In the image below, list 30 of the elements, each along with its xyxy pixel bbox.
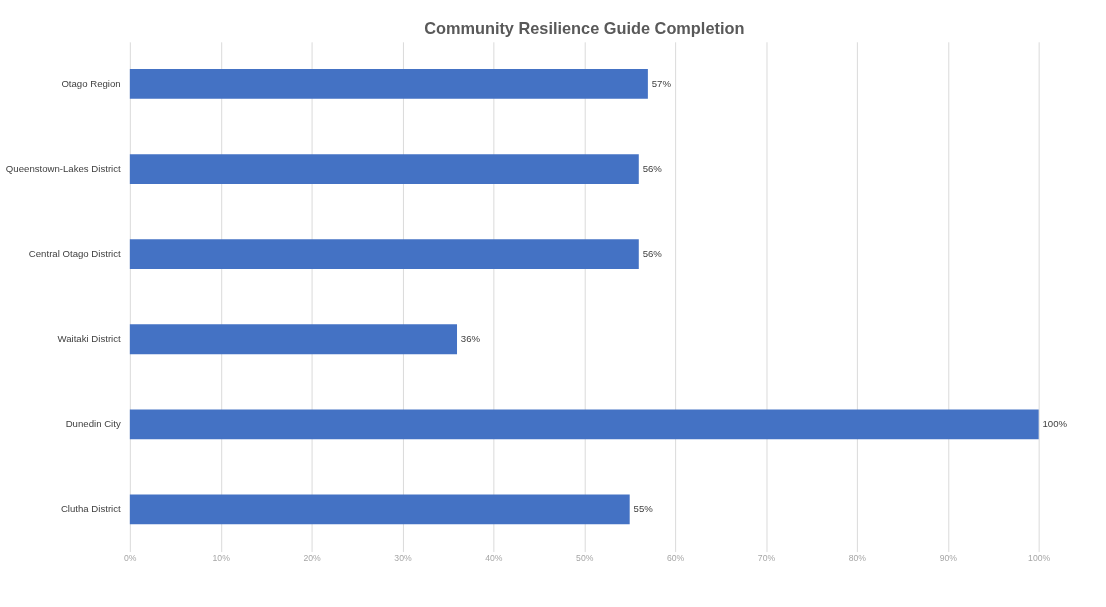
x-tick-label: 60% bbox=[666, 552, 685, 563]
y-tick-label: Waitaki District bbox=[57, 333, 122, 345]
x-tick-label: 0% bbox=[124, 552, 137, 563]
x-tick-label: 30% bbox=[394, 552, 412, 563]
x-tick-label: 70% bbox=[757, 552, 776, 563]
y-tick-label: Dunedin City bbox=[65, 418, 121, 430]
bar bbox=[129, 409, 1039, 440]
bar bbox=[129, 494, 630, 525]
data-label: 57% bbox=[651, 77, 672, 89]
y-tick-label: Queenstown-Lakes District bbox=[5, 162, 122, 174]
y-tick-label: Otago Region bbox=[61, 77, 121, 89]
data-label: 56% bbox=[642, 248, 663, 260]
y-tick-label: Clutha District bbox=[60, 503, 122, 515]
chart-title: Community Resilience Guide Completion bbox=[424, 19, 745, 38]
x-tick-label: 20% bbox=[303, 552, 322, 563]
bar bbox=[129, 239, 639, 270]
x-tick-label: 80% bbox=[848, 552, 867, 563]
bar bbox=[129, 69, 648, 99]
data-label: 55% bbox=[633, 503, 654, 515]
x-tick-label: 50% bbox=[576, 552, 594, 563]
bar bbox=[129, 324, 458, 355]
y-tick-label: Central Otago District bbox=[28, 248, 122, 260]
data-label: 56% bbox=[642, 162, 663, 174]
x-tick-label: 90% bbox=[939, 552, 958, 563]
data-label: 100% bbox=[1042, 418, 1068, 430]
bar bbox=[129, 154, 639, 184]
data-label: 36% bbox=[460, 333, 481, 345]
x-tick-label: 100% bbox=[1028, 552, 1051, 563]
x-tick-label: 10% bbox=[212, 552, 231, 563]
x-tick-label: 40% bbox=[485, 552, 503, 563]
